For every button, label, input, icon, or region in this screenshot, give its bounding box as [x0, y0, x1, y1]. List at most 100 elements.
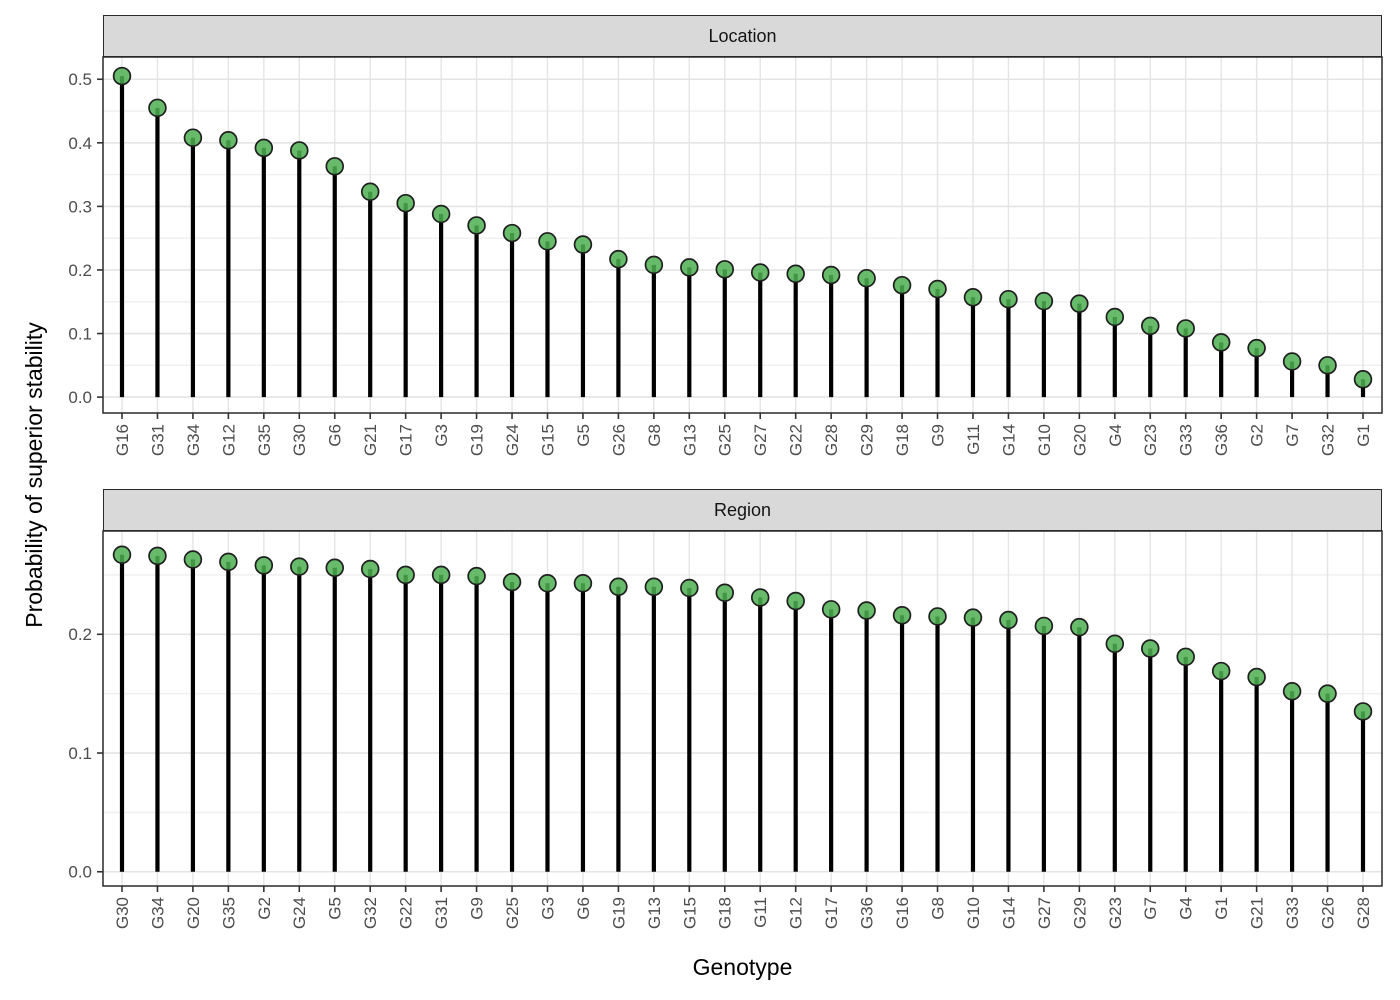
x-tick-label: G7 [1141, 897, 1160, 920]
x-tick-label: G32 [1318, 424, 1337, 456]
grid-minor [103, 574, 1382, 814]
x-tick-label: G9 [468, 897, 487, 920]
lollipop-point [750, 588, 770, 607]
x-tick-label: G33 [1177, 424, 1196, 456]
lollipop-point [502, 223, 522, 243]
lollipop-point [1282, 352, 1302, 371]
lollipop-point [609, 249, 628, 269]
lollipop-point [680, 258, 699, 277]
x-tick-label: G20 [184, 897, 203, 929]
x-tick-label: G3 [538, 897, 557, 920]
lollipop-point [715, 260, 735, 279]
x-tick-label: G29 [1070, 897, 1089, 929]
lollipop-point [148, 546, 167, 566]
x-tick-label: G36 [858, 897, 877, 929]
x-tick-label: G15 [538, 424, 557, 456]
lollipop-point [644, 577, 664, 597]
x-tick-label: G13 [645, 897, 664, 929]
facet-strip-region-label: Region [713, 499, 772, 520]
lollipop-point [467, 566, 486, 586]
x-tick-label: G3 [432, 424, 451, 447]
lollipop-point [928, 279, 947, 299]
x-tick-label: G35 [255, 424, 274, 456]
x-tick-label: G32 [361, 897, 380, 929]
lollipop-point [112, 66, 132, 86]
lollipop-point [1318, 684, 1337, 703]
panel-background [103, 531, 1382, 886]
panel-border [102, 530, 1383, 887]
y-tick-label: 0.1 [68, 324, 92, 343]
x-tick-label: G18 [716, 897, 735, 929]
x-tick-label: G31 [148, 424, 167, 456]
x-tick-label: G5 [574, 424, 593, 447]
x-tick-label: G23 [1106, 897, 1125, 929]
x-tick-label: G21 [361, 424, 380, 456]
x-tick-label: G33 [1283, 897, 1302, 929]
lollipop-point [750, 263, 770, 282]
lollipop-point [892, 275, 912, 295]
lollipop-point [290, 141, 309, 160]
y-tick-label: 0.3 [68, 197, 92, 216]
lollipop-point [1070, 617, 1089, 637]
x-tick-label: G7 [1283, 424, 1302, 447]
lollipop-point [1176, 319, 1195, 338]
x-tick-label: G24 [503, 424, 522, 456]
x-tick-label: G10 [964, 897, 983, 929]
x-tick-label: G4 [1177, 897, 1196, 920]
x-tick-label: G31 [432, 897, 451, 929]
lollipop-point [1211, 661, 1231, 681]
lollipop-point [325, 157, 344, 176]
lollipop-point [148, 98, 167, 118]
lollipop-point [183, 128, 203, 147]
lollipop-point [219, 552, 238, 572]
x-tick-label: G18 [893, 424, 912, 456]
lollipop-point [183, 550, 203, 569]
lollipop-point [928, 607, 947, 626]
lollipop-point [1211, 333, 1231, 352]
facet-strip-location: Location [103, 15, 1382, 57]
lollipop-points [112, 66, 1373, 389]
lollipop-point [821, 600, 841, 619]
lollipop-point [1176, 647, 1195, 667]
x-tick-label: G1 [1354, 424, 1373, 447]
x-tick-label: G30 [113, 897, 132, 929]
x-tick-label: G27 [1035, 897, 1054, 929]
lollipop-point [254, 556, 274, 575]
x-axis-location: G16 G31 G34 G12 G35 G30 G6 G21 G17 G3 G19 G24 G15 G5 G… [113, 413, 1373, 456]
facet-strip-location-label: Location [708, 25, 777, 46]
lollipop-point [857, 268, 876, 288]
x-tick-label: G14 [999, 897, 1018, 929]
lollipop-point [644, 255, 664, 275]
x-tick-label: G6 [326, 424, 345, 447]
lollipop-point [786, 264, 805, 284]
lollipop-point [1105, 307, 1125, 327]
x-tick-label: G8 [645, 424, 664, 447]
lollipop-point [1247, 667, 1266, 687]
lollipop-point [431, 204, 451, 224]
lollipop-point [999, 289, 1018, 309]
lollipop-point [1318, 356, 1337, 375]
y-axis-region: 0.0 0.1 0.2 [68, 625, 103, 882]
lollipop-point [360, 559, 380, 579]
lollipop-point [999, 610, 1018, 630]
lollipop-point [290, 557, 309, 576]
x-tick-label: G11 [964, 424, 983, 455]
x-tick-label: G2 [255, 897, 274, 920]
grid-minor [103, 110, 1382, 367]
x-tick-label: G20 [1070, 424, 1089, 456]
lollipop-point [573, 573, 593, 593]
lollipop-point [892, 606, 912, 625]
x-tick-label: G22 [397, 897, 416, 929]
lollipop-point [1247, 338, 1266, 358]
x-tick-label: G9 [928, 424, 947, 447]
y-tick-label: 0.0 [68, 388, 92, 407]
x-tick-label: G17 [397, 424, 416, 456]
lollipop-point [821, 265, 841, 285]
x-axis-region: G30 G34 G20 G35 G2 G24 G5 G32 G22 G31 G9 G25 G3 G6 G19… [113, 886, 1373, 929]
x-tick-label: G26 [1318, 897, 1337, 929]
x-tick-label: G26 [609, 424, 628, 456]
lollipop-point [963, 608, 983, 627]
lollipop-point [963, 288, 983, 307]
x-tick-label: G17 [822, 897, 841, 929]
lollipop-point [112, 545, 132, 564]
